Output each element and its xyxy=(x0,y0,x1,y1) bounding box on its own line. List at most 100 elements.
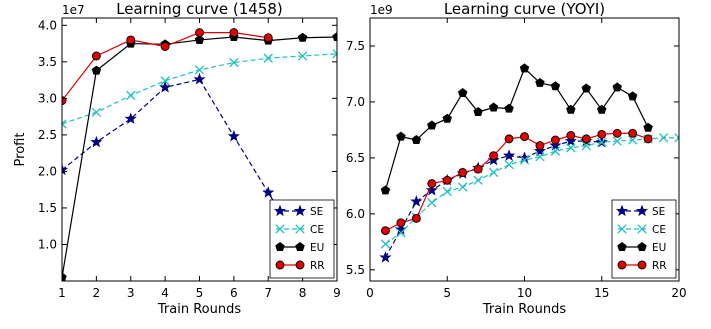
legend-item-rr: RR xyxy=(617,260,667,272)
data-point-rr xyxy=(396,218,406,228)
x-stroke xyxy=(62,123,67,129)
y-tick-label: 6.0 xyxy=(346,207,365,221)
legend-marker xyxy=(273,204,287,217)
data-point-ce xyxy=(160,76,170,86)
data-point-ce xyxy=(91,107,102,117)
legend-marker xyxy=(635,204,649,217)
x-stroke xyxy=(458,182,468,192)
x-stroke xyxy=(396,228,406,238)
legend: SE CE EU RR xyxy=(269,199,335,279)
data-point-eu xyxy=(411,135,422,145)
legend-item-ce: CE xyxy=(275,224,324,236)
x-stroke xyxy=(674,136,679,143)
data-point-eu xyxy=(427,120,437,130)
data-point-eu xyxy=(442,113,452,123)
legend-marker xyxy=(275,260,285,270)
x-tick-label: 4 xyxy=(161,286,169,300)
data-point-ce xyxy=(458,182,468,192)
data-point-ce xyxy=(658,133,669,143)
legend-label: EU xyxy=(310,242,324,254)
x-stroke xyxy=(427,197,437,208)
data-point-se xyxy=(394,223,407,235)
data-point-rr xyxy=(473,164,483,174)
chart-title: Learning curve (YOYI) xyxy=(444,0,605,18)
data-point-rr xyxy=(427,179,437,189)
legend-marker xyxy=(617,242,627,252)
data-point-eu xyxy=(91,65,102,75)
data-point-rr xyxy=(643,134,653,144)
data-point-eu xyxy=(519,63,530,73)
data-point-eu xyxy=(581,83,592,93)
x-stroke xyxy=(194,65,205,75)
x-stroke xyxy=(617,224,627,234)
data-point-se xyxy=(62,163,69,176)
data-point-ce xyxy=(674,133,679,143)
y-tick-label: 3.5 xyxy=(38,55,57,69)
data-point-eu xyxy=(380,185,391,195)
x-stroke xyxy=(637,224,647,234)
x-stroke xyxy=(332,52,337,59)
x-stroke xyxy=(160,76,170,86)
data-point-ce xyxy=(473,175,483,185)
data-point-eu xyxy=(396,131,406,141)
x-tick-label: 5 xyxy=(443,286,451,300)
y-tick-label: 1.5 xyxy=(38,201,57,215)
y-tick-label: 2.5 xyxy=(38,128,57,142)
data-point-se xyxy=(90,135,103,148)
x-stroke xyxy=(612,136,622,146)
x-stroke xyxy=(550,146,561,156)
legend-marker xyxy=(617,224,627,234)
data-point-se xyxy=(124,112,137,124)
data-point-eu xyxy=(535,77,545,87)
y-tick-label: 6.5 xyxy=(346,151,365,165)
data-point-se xyxy=(533,144,546,157)
data-point-ce xyxy=(550,146,561,156)
data-point-rr xyxy=(263,33,273,43)
legend-item-rr: RR xyxy=(275,260,325,272)
x-stroke xyxy=(229,57,239,68)
data-point-ce xyxy=(194,65,205,75)
data-point-se xyxy=(193,73,206,85)
legend-label: EU xyxy=(652,242,666,254)
x-stroke xyxy=(674,133,679,139)
data-point-eu xyxy=(488,102,499,112)
y-tick-label: 3.0 xyxy=(38,91,57,105)
legend-item-se: SE xyxy=(273,204,323,218)
data-point-eu xyxy=(332,32,337,42)
series-line-ce xyxy=(62,53,337,125)
data-point-rr xyxy=(566,131,576,140)
data-point-ce xyxy=(442,186,452,197)
x-axis-label: Train Rounds xyxy=(157,302,241,317)
legend-label: SE xyxy=(652,206,665,218)
y-tick-label: 7.0 xyxy=(346,95,365,109)
data-point-eu xyxy=(62,272,67,281)
data-point-ce xyxy=(332,49,337,59)
data-point-rr xyxy=(581,134,591,144)
legend-item-se: SE xyxy=(615,204,665,218)
data-point-ce xyxy=(612,136,622,146)
x-stroke xyxy=(297,51,308,61)
legend-marker xyxy=(615,204,629,217)
x-stroke xyxy=(627,135,638,145)
data-point-rr xyxy=(229,28,239,38)
legend-marker xyxy=(293,204,307,217)
series-rr xyxy=(62,28,273,106)
x-stroke xyxy=(332,49,337,55)
data-point-eu xyxy=(566,104,576,114)
legend-item-ce: CE xyxy=(617,224,666,236)
x-stroke xyxy=(597,137,607,147)
data-point-ce xyxy=(396,228,406,238)
x-stroke xyxy=(473,175,483,185)
legend-marker xyxy=(637,242,647,252)
data-point-rr xyxy=(489,151,499,161)
data-point-se xyxy=(262,186,275,198)
legend-item-eu: EU xyxy=(617,242,666,254)
series-ce xyxy=(62,49,337,129)
data-point-ce xyxy=(126,90,136,101)
data-point-eu xyxy=(612,82,622,92)
x-stroke xyxy=(566,143,576,153)
data-point-ce xyxy=(597,137,607,147)
data-point-se xyxy=(425,183,438,196)
data-point-ce xyxy=(504,159,514,170)
x-stroke xyxy=(62,119,67,125)
